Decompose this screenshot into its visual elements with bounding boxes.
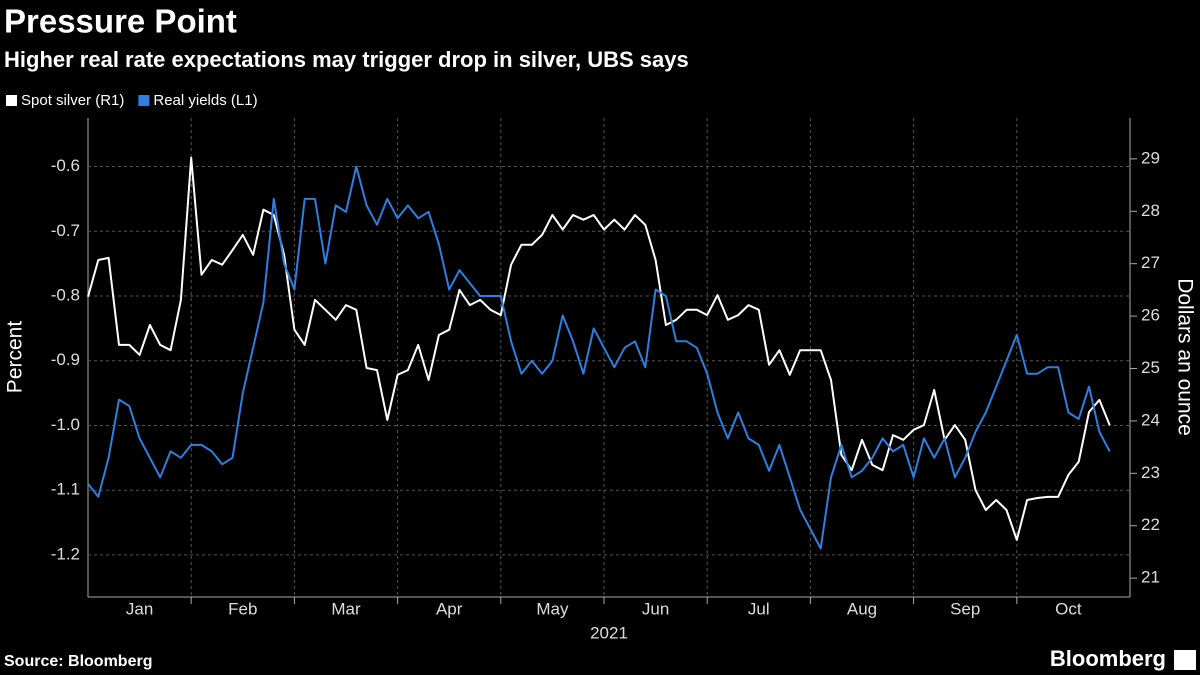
y-tick-label: -0.7 <box>51 221 80 240</box>
y-tick-label: -1.1 <box>51 480 80 499</box>
series-line <box>87 165 1111 550</box>
x-tick-label: Jan <box>126 599 153 618</box>
y2-tick-label: 29 <box>1141 148 1160 167</box>
legend-label: Spot silver (R1) <box>21 92 124 109</box>
y2-tick-label: 24 <box>1141 410 1160 429</box>
y-tick-label: -0.6 <box>51 156 80 175</box>
legend-label: Real yields (L1) <box>153 92 257 109</box>
brand: Bloomberg <box>1050 646 1166 671</box>
y-tick-label: -1.0 <box>51 415 80 434</box>
y2-tick-label: 25 <box>1141 358 1160 377</box>
x-tick-label: May <box>536 599 569 618</box>
x-tick-label: Jun <box>642 599 669 618</box>
source: Source: Bloomberg <box>4 653 152 670</box>
y2-tick-label: 28 <box>1141 201 1160 220</box>
y2-tick-label: 23 <box>1141 463 1160 482</box>
chart-title: Pressure Point <box>4 3 237 40</box>
x-tick-label: Feb <box>228 599 257 618</box>
y2-tick-label: 26 <box>1141 306 1160 325</box>
x-tick-label: Mar <box>331 599 361 618</box>
brand-icon <box>1174 650 1196 670</box>
y-tick-label: -0.9 <box>51 350 80 369</box>
y-tick-label: -1.2 <box>51 544 80 563</box>
x-tick-label: Apr <box>436 599 463 618</box>
legend-swatch <box>138 95 150 106</box>
chart-subtitle: Higher real rate expectations may trigge… <box>4 47 689 72</box>
x-tick-label: Oct <box>1055 599 1082 618</box>
series-line <box>87 156 1111 541</box>
y2-tick-label: 21 <box>1141 568 1160 587</box>
x-tick-label: Jul <box>748 599 770 618</box>
y2-tick-label: 27 <box>1141 253 1160 272</box>
x-tick-label: Aug <box>847 599 877 618</box>
y2-tick-label: 22 <box>1141 515 1160 534</box>
y-axis-label: Percent <box>4 321 27 394</box>
y-tick-label: -0.8 <box>51 285 80 304</box>
legend-swatch <box>6 95 17 106</box>
y2-axis-label: Dollars an ounce <box>1173 278 1196 436</box>
x-axis-label: 2021 <box>590 623 628 642</box>
x-tick-label: Sep <box>950 599 980 618</box>
